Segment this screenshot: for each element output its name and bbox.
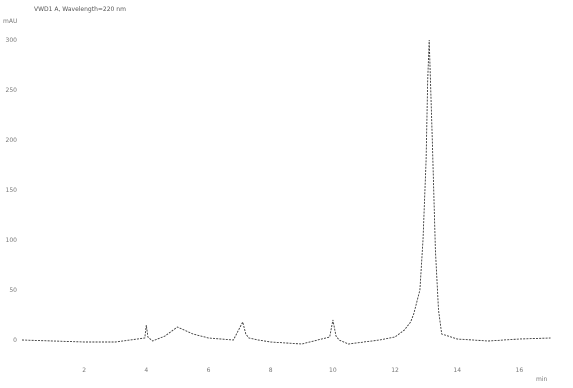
y-tick-label: 250 (6, 87, 18, 94)
x-tick-label: 14 (453, 367, 461, 374)
x-tick-label: 12 (391, 367, 399, 374)
y-tick-label: 100 (6, 237, 18, 244)
x-axis-ticks: 2 4 6 8 10 12 14 16 (82, 367, 523, 374)
y-tick-label: 50 (9, 287, 17, 294)
x-unit-label: min (536, 376, 548, 383)
x-tick-label: 8 (269, 367, 273, 374)
y-tick-label: 150 (6, 187, 18, 194)
x-tick-label: 2 (82, 367, 86, 374)
x-tick-label: 16 (516, 367, 524, 374)
y-tick-label: 200 (6, 137, 18, 144)
chromatogram-trace (21, 39, 551, 345)
chart-title: VWD1 A, Wavelength=220 nm (34, 6, 126, 13)
y-tick-label: 0 (13, 337, 17, 344)
x-tick-label: 10 (329, 367, 337, 374)
series-layer (21, 39, 551, 345)
y-tick-label: 300 (6, 37, 18, 44)
x-tick-label: 6 (207, 367, 211, 374)
y-unit-label: mAU (3, 18, 17, 25)
x-tick-label: 4 (144, 367, 148, 374)
y-axis-ticks: 300 250 200 150 100 50 0 (6, 37, 18, 344)
